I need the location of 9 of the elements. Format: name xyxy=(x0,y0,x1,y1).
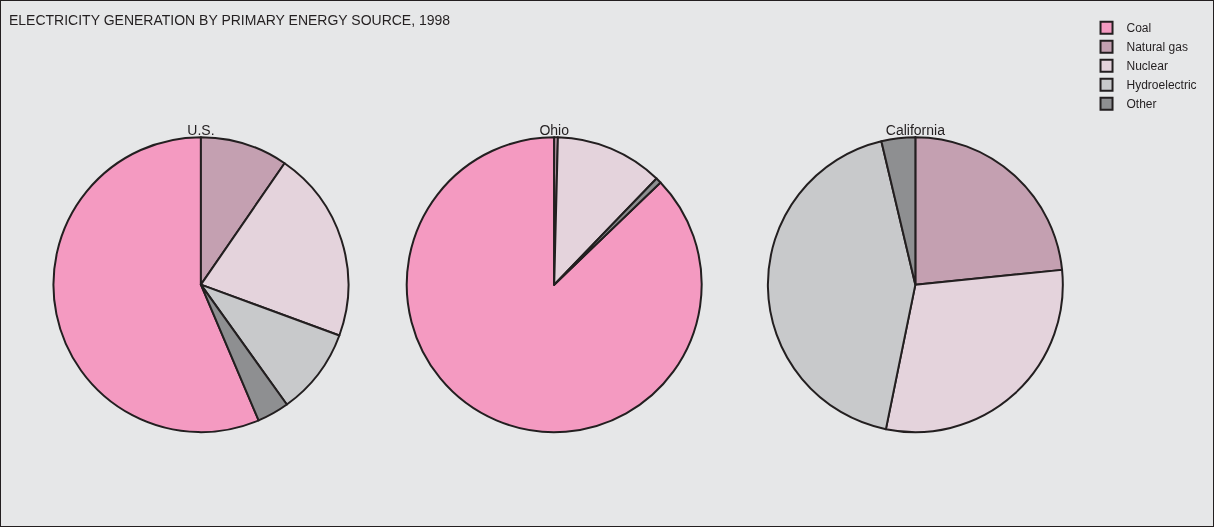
legend-label: Other xyxy=(1126,97,1157,112)
legend-label: Nuclear xyxy=(1126,59,1168,74)
legend-label: Coal xyxy=(1126,21,1152,36)
chart-title: California xyxy=(885,122,946,139)
text: ELECTRICITY GENERATION BY PRIMARY ENERGY SOURCE, 1998 xyxy=(9,12,451,28)
legend-label: Hydroelectric xyxy=(1126,78,1197,93)
chart-title: Ohio xyxy=(539,122,570,139)
legend-label: Natural gas xyxy=(1126,40,1188,55)
text: U.S. xyxy=(187,122,215,139)
